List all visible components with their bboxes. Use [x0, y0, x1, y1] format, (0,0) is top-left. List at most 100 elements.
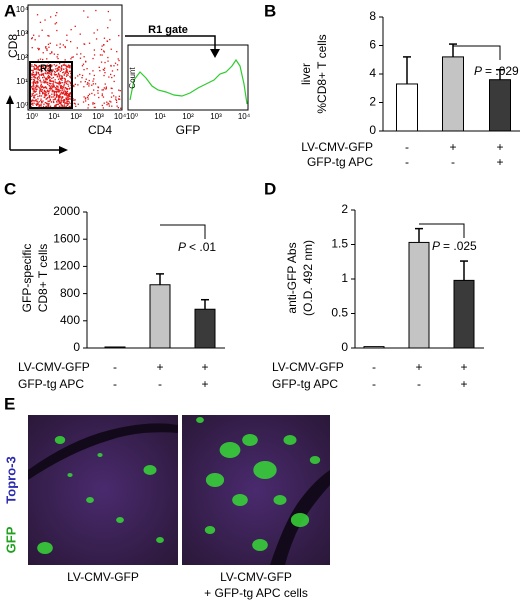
dot — [61, 77, 63, 79]
dot — [59, 85, 62, 87]
dot — [67, 72, 69, 74]
dot — [99, 54, 102, 56]
dot — [37, 76, 39, 79]
dot — [40, 98, 42, 100]
dot — [47, 71, 49, 74]
arrow-head — [6, 95, 14, 104]
dot — [60, 82, 62, 84]
x-tick-label: 10⁰ — [26, 112, 38, 121]
dot — [67, 94, 70, 96]
dot — [42, 74, 44, 76]
p-text: = .025 — [443, 239, 477, 253]
dot — [36, 14, 39, 16]
dot — [36, 84, 38, 86]
dot — [49, 89, 51, 91]
dot — [34, 91, 36, 93]
dot — [55, 88, 57, 91]
dot — [40, 89, 42, 91]
dot — [48, 71, 51, 73]
dot — [35, 72, 38, 74]
dot — [84, 98, 87, 100]
dot — [32, 87, 34, 89]
dot — [85, 100, 87, 102]
dot — [49, 85, 51, 87]
condition-sign: - — [113, 377, 117, 391]
dot — [46, 48, 48, 50]
dot — [48, 97, 51, 99]
condition-name: LV-CMV-GFP — [272, 360, 344, 374]
dot — [30, 101, 33, 103]
y-tick-label: 10⁰ — [16, 101, 28, 110]
dot — [65, 75, 68, 77]
x-tick-label: 10³ — [210, 112, 222, 121]
dot — [66, 69, 68, 71]
dot — [61, 66, 63, 68]
p-value: P = .025 — [432, 239, 477, 253]
dot — [31, 102, 34, 104]
dot — [59, 93, 61, 95]
dot — [82, 63, 85, 65]
dot — [68, 64, 70, 67]
dot — [58, 96, 60, 98]
dot — [56, 29, 58, 32]
dot — [43, 89, 45, 92]
dot — [35, 100, 37, 102]
dot — [49, 105, 52, 107]
dot — [45, 95, 47, 97]
dot — [35, 65, 37, 67]
dot — [52, 99, 54, 101]
dot — [95, 9, 97, 12]
y-tick-label: 800 — [60, 286, 80, 300]
dot — [68, 95, 71, 97]
dot — [54, 91, 57, 93]
dot — [45, 94, 47, 96]
dot — [101, 104, 103, 107]
dot — [36, 100, 38, 102]
dot — [38, 69, 40, 71]
dot — [57, 91, 59, 93]
dot — [41, 101, 43, 104]
dot — [53, 73, 55, 75]
significance-bracket — [419, 223, 465, 238]
dot — [74, 83, 76, 85]
dot — [102, 96, 105, 98]
dot — [118, 95, 120, 97]
dot — [110, 101, 112, 103]
dot — [113, 75, 115, 77]
dot — [39, 80, 41, 82]
dot — [38, 105, 40, 107]
dot — [47, 93, 50, 95]
gfp-cell — [196, 417, 204, 423]
dot — [53, 91, 56, 93]
y-tick-label: 2 — [369, 95, 376, 109]
dot — [42, 52, 44, 54]
dot — [89, 73, 91, 75]
dot — [46, 90, 49, 92]
dot — [35, 85, 37, 87]
dot — [38, 74, 41, 76]
condition-sign: + — [460, 360, 467, 374]
dot — [48, 100, 50, 103]
dot — [70, 41, 72, 43]
dot — [94, 106, 96, 109]
dot — [46, 73, 48, 75]
dot — [64, 45, 66, 48]
dot — [56, 95, 58, 97]
dot — [61, 105, 63, 107]
dot — [33, 34, 35, 36]
dot — [42, 86, 44, 88]
dot — [71, 56, 73, 58]
y-tick-label: 1600 — [53, 231, 80, 245]
dot — [73, 99, 75, 101]
gfp-cell — [290, 513, 310, 527]
dot — [45, 86, 47, 88]
dot — [54, 104, 56, 107]
dot — [41, 85, 43, 87]
dot — [72, 56, 74, 58]
dot — [35, 88, 37, 91]
dot — [66, 103, 68, 105]
dot — [47, 67, 49, 70]
dot — [48, 65, 50, 67]
dot — [48, 75, 51, 78]
dot — [46, 64, 48, 66]
